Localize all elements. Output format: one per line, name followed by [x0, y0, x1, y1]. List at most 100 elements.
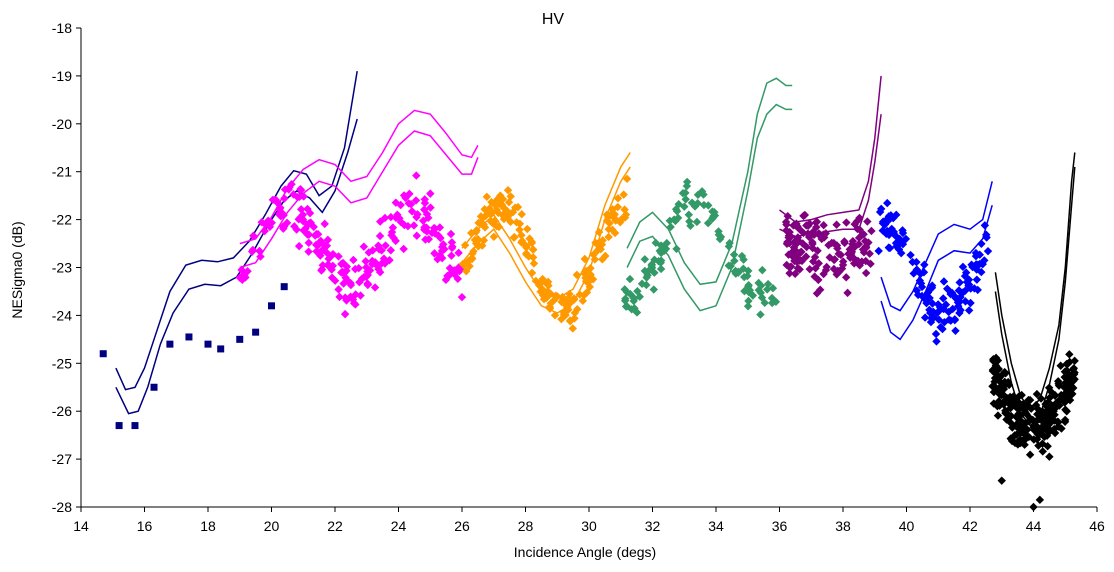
data-point: [388, 223, 398, 232]
data-point: [1017, 390, 1026, 400]
data-point: [593, 246, 602, 255]
data-point: [960, 271, 970, 281]
data-point: [256, 252, 265, 261]
data-point: [523, 224, 532, 234]
x-tick-label: 28: [518, 518, 534, 534]
data-point: [1016, 411, 1025, 420]
data-point: [920, 313, 930, 322]
x-tick-label: 40: [899, 518, 915, 534]
data-point: [1024, 432, 1034, 442]
data-point: [946, 288, 956, 298]
data-point: [820, 233, 829, 242]
data-point: [611, 216, 620, 225]
data-point: [412, 212, 421, 222]
data-point: [961, 297, 970, 306]
data-point: [582, 288, 592, 297]
data-point: [669, 215, 679, 224]
data-point: [460, 240, 470, 250]
data-point: [405, 189, 414, 199]
data-point: [926, 308, 936, 318]
data-point: [1063, 368, 1072, 378]
data-point: [912, 257, 921, 267]
data-point: [608, 225, 617, 235]
series-line: [880, 204, 993, 341]
data-point: [852, 217, 862, 226]
data-point: [374, 245, 384, 254]
data-point: [485, 204, 494, 213]
data-point: [633, 286, 642, 296]
data-point: [891, 238, 901, 248]
data-point: [580, 254, 589, 264]
data-point: [756, 288, 765, 297]
data-point: [294, 215, 303, 224]
data-point: [340, 309, 350, 319]
data-point: [605, 219, 614, 228]
data-point: [782, 226, 791, 235]
data-point: [767, 298, 777, 308]
data-point: [569, 294, 579, 303]
data-point: [997, 476, 1006, 485]
data-point: [878, 219, 888, 228]
data-point: [834, 249, 843, 259]
data-point: [855, 261, 864, 270]
data-point: [610, 228, 620, 238]
data-point: [795, 225, 804, 234]
data-point: [1030, 426, 1039, 435]
data-point: [793, 264, 803, 273]
data-point: [687, 198, 697, 208]
x-tick-label: 42: [962, 518, 978, 534]
data-point: [783, 237, 792, 247]
data-point: [783, 211, 792, 221]
data-point: [743, 302, 753, 311]
data-point: [1057, 424, 1066, 433]
data-point: [590, 255, 600, 264]
data-point: [606, 210, 615, 220]
data-point: [1014, 392, 1023, 401]
x-tick-label: 36: [772, 518, 788, 534]
data-point: [666, 222, 675, 232]
y-tick-label: -23: [52, 260, 72, 276]
data-point: [472, 226, 481, 235]
data-point: [252, 328, 260, 336]
data-point: [115, 422, 123, 430]
data-point: [1060, 394, 1069, 403]
data-point: [515, 225, 524, 235]
data-point: [989, 387, 999, 397]
data-point: [998, 384, 1008, 393]
data-point: [973, 260, 983, 270]
data-point: [993, 411, 1003, 420]
data-point: [637, 279, 647, 288]
data-point: [650, 255, 659, 264]
data-point: [995, 390, 1005, 399]
data-point: [391, 198, 401, 207]
data-point: [754, 285, 763, 295]
data-point: [565, 289, 574, 299]
data-point: [951, 326, 960, 335]
data-point: [613, 194, 623, 203]
data-point: [340, 268, 349, 278]
data-point: [811, 218, 821, 227]
data-point: [391, 236, 400, 246]
data-point: [697, 187, 707, 196]
data-point: [237, 265, 246, 275]
data-point: [328, 250, 337, 260]
data-point: [642, 280, 651, 290]
data-point: [1032, 389, 1042, 399]
data-point: [656, 258, 665, 267]
data-point: [651, 238, 660, 248]
data-point: [515, 219, 525, 229]
data-point: [814, 275, 823, 285]
data-point: [457, 292, 467, 302]
data-point: [257, 218, 266, 227]
data-point: [498, 202, 508, 212]
data-point: [841, 273, 851, 282]
data-point: [422, 223, 431, 232]
data-point: [756, 310, 765, 319]
x-tick-label: 22: [327, 518, 343, 534]
data-point: [411, 196, 421, 205]
data-point: [517, 236, 527, 246]
data-point: [853, 256, 863, 266]
y-tick-label: -25: [52, 355, 72, 371]
data-point: [267, 218, 276, 227]
